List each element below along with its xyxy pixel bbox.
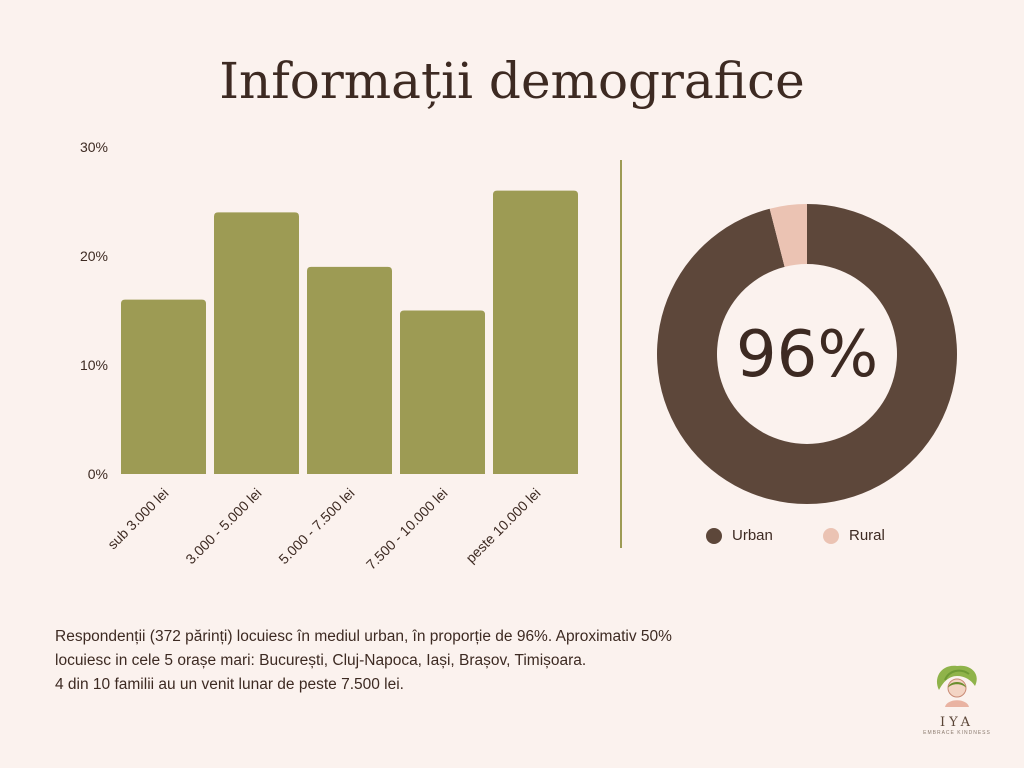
- legend-item-rural: Rural: [823, 527, 885, 544]
- logo-name: IYA: [939, 715, 975, 730]
- urban-rural-donut-chart: 96%: [657, 204, 958, 505]
- description-line: locuiesc in cele 5 orașe mari: București…: [55, 652, 587, 669]
- y-tick-label: 30%: [80, 139, 108, 155]
- leaf-woman-icon: [937, 665, 977, 707]
- bar: [493, 190, 578, 474]
- donut-slice-rural: [769, 204, 807, 267]
- donut-slice-urban: [657, 204, 958, 505]
- income-bar-chart: 0%10%20%30%sub 3.000 lei 3.000 - 5.000 le…: [80, 139, 578, 573]
- description: Respondenții (372 părinți) locuiesc în m…: [55, 625, 875, 697]
- bar: [400, 310, 485, 474]
- legend-swatch-rural: [823, 527, 839, 544]
- legend-label-urban: Urban: [732, 527, 773, 544]
- description-line: 4 din 10 familii au un venit lunar de pe…: [55, 676, 404, 693]
- logo-tagline: EMBRACE KINDNESS: [923, 730, 991, 736]
- bar: [214, 212, 299, 474]
- bar: [121, 299, 206, 474]
- y-tick-label: 0%: [88, 466, 108, 482]
- chart-divider: [620, 160, 622, 548]
- legend-label-rural: Rural: [849, 527, 885, 544]
- page-title: Informații demografice: [219, 52, 805, 110]
- legend-item-urban: Urban: [706, 527, 773, 544]
- y-tick-label: 20%: [80, 248, 108, 264]
- bar: [307, 266, 392, 474]
- description-line: Respondenții (372 părinți) locuiesc în m…: [55, 628, 672, 645]
- brand-logo: IYA EMBRACE KINDNESS: [922, 660, 992, 736]
- legend-swatch-urban: [706, 527, 722, 544]
- donut-center-label: 96%: [736, 318, 878, 392]
- y-tick-label: 10%: [80, 357, 108, 373]
